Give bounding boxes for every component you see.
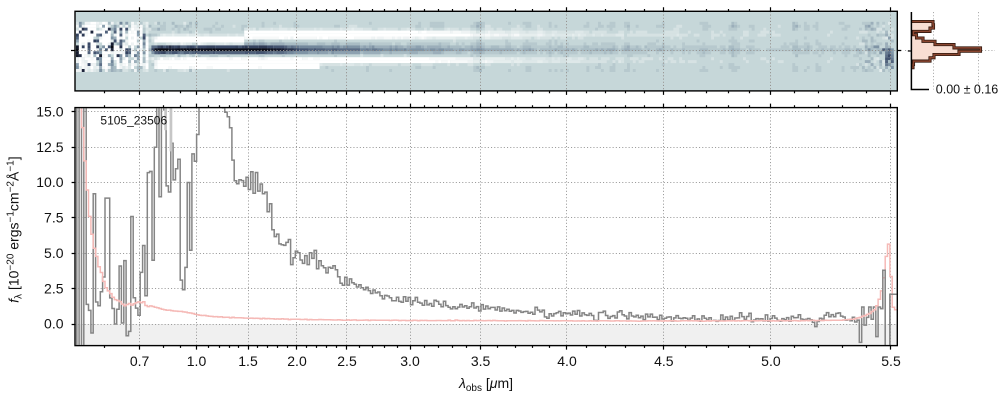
svg-text:λobs [μm]: λobs [μm] (458, 375, 513, 394)
svg-text:1.5: 1.5 (238, 353, 258, 369)
svg-text:4.0: 4.0 (557, 353, 577, 369)
svg-text:5.5: 5.5 (881, 353, 901, 369)
svg-text:2.0: 2.0 (287, 353, 307, 369)
svg-text:2.5: 2.5 (337, 353, 357, 369)
svg-text:7.5: 7.5 (44, 210, 64, 226)
svg-text:15.0: 15.0 (36, 104, 63, 120)
svg-text:0.00 ± 0.16: 0.00 ± 0.16 (936, 82, 999, 96)
svg-text:4.5: 4.5 (654, 353, 674, 369)
svg-text:3.0: 3.0 (400, 353, 420, 369)
svg-text:0.0: 0.0 (44, 316, 64, 332)
svg-text:3.5: 3.5 (471, 353, 491, 369)
svg-text:0.7: 0.7 (130, 353, 150, 369)
svg-text:5.0: 5.0 (761, 353, 781, 369)
svg-text:2.5: 2.5 (44, 280, 64, 296)
svg-text:5.0: 5.0 (44, 245, 64, 261)
svg-text:5105_23506: 5105_23506 (100, 114, 167, 128)
svg-text:10.0: 10.0 (36, 174, 63, 190)
svg-text:1.0: 1.0 (187, 353, 207, 369)
svg-text:fλ [10−20 ergs−1cm−2Å−1]: fλ [10−20 ergs−1cm−2Å−1] (6, 156, 25, 302)
svg-text:12.5: 12.5 (36, 139, 63, 155)
